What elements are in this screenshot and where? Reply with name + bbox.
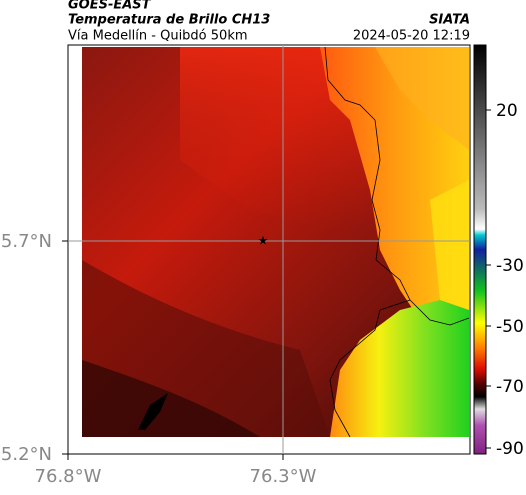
colorbar-label: -30 <box>496 256 524 276</box>
svg-text:★: ★ <box>258 234 269 248</box>
product-title: Temperatura de Brillo CH13 <box>68 13 270 28</box>
source-title: GOES-EAST <box>68 0 152 13</box>
map-image: ★ <box>68 45 470 454</box>
colorbar <box>473 44 487 455</box>
colorbar-ticks <box>486 109 491 449</box>
lon-label: 76.8°W <box>35 466 102 487</box>
colorbar-label: -70 <box>496 377 524 397</box>
org-label: SIATA <box>429 13 470 28</box>
lat-label: 5.2°N <box>1 444 52 465</box>
colorbar-label: 20 <box>496 101 518 121</box>
route-label: Vía Medellín - Quibdó 50km <box>68 29 248 44</box>
datetime-label: 2024-05-20 12:19 <box>353 29 470 44</box>
colorbar-label: -50 <box>496 317 524 337</box>
lon-label: 76.3°W <box>250 466 317 487</box>
colorbar-label: -90 <box>496 439 524 459</box>
lat-label: 5.7°N <box>1 231 52 252</box>
